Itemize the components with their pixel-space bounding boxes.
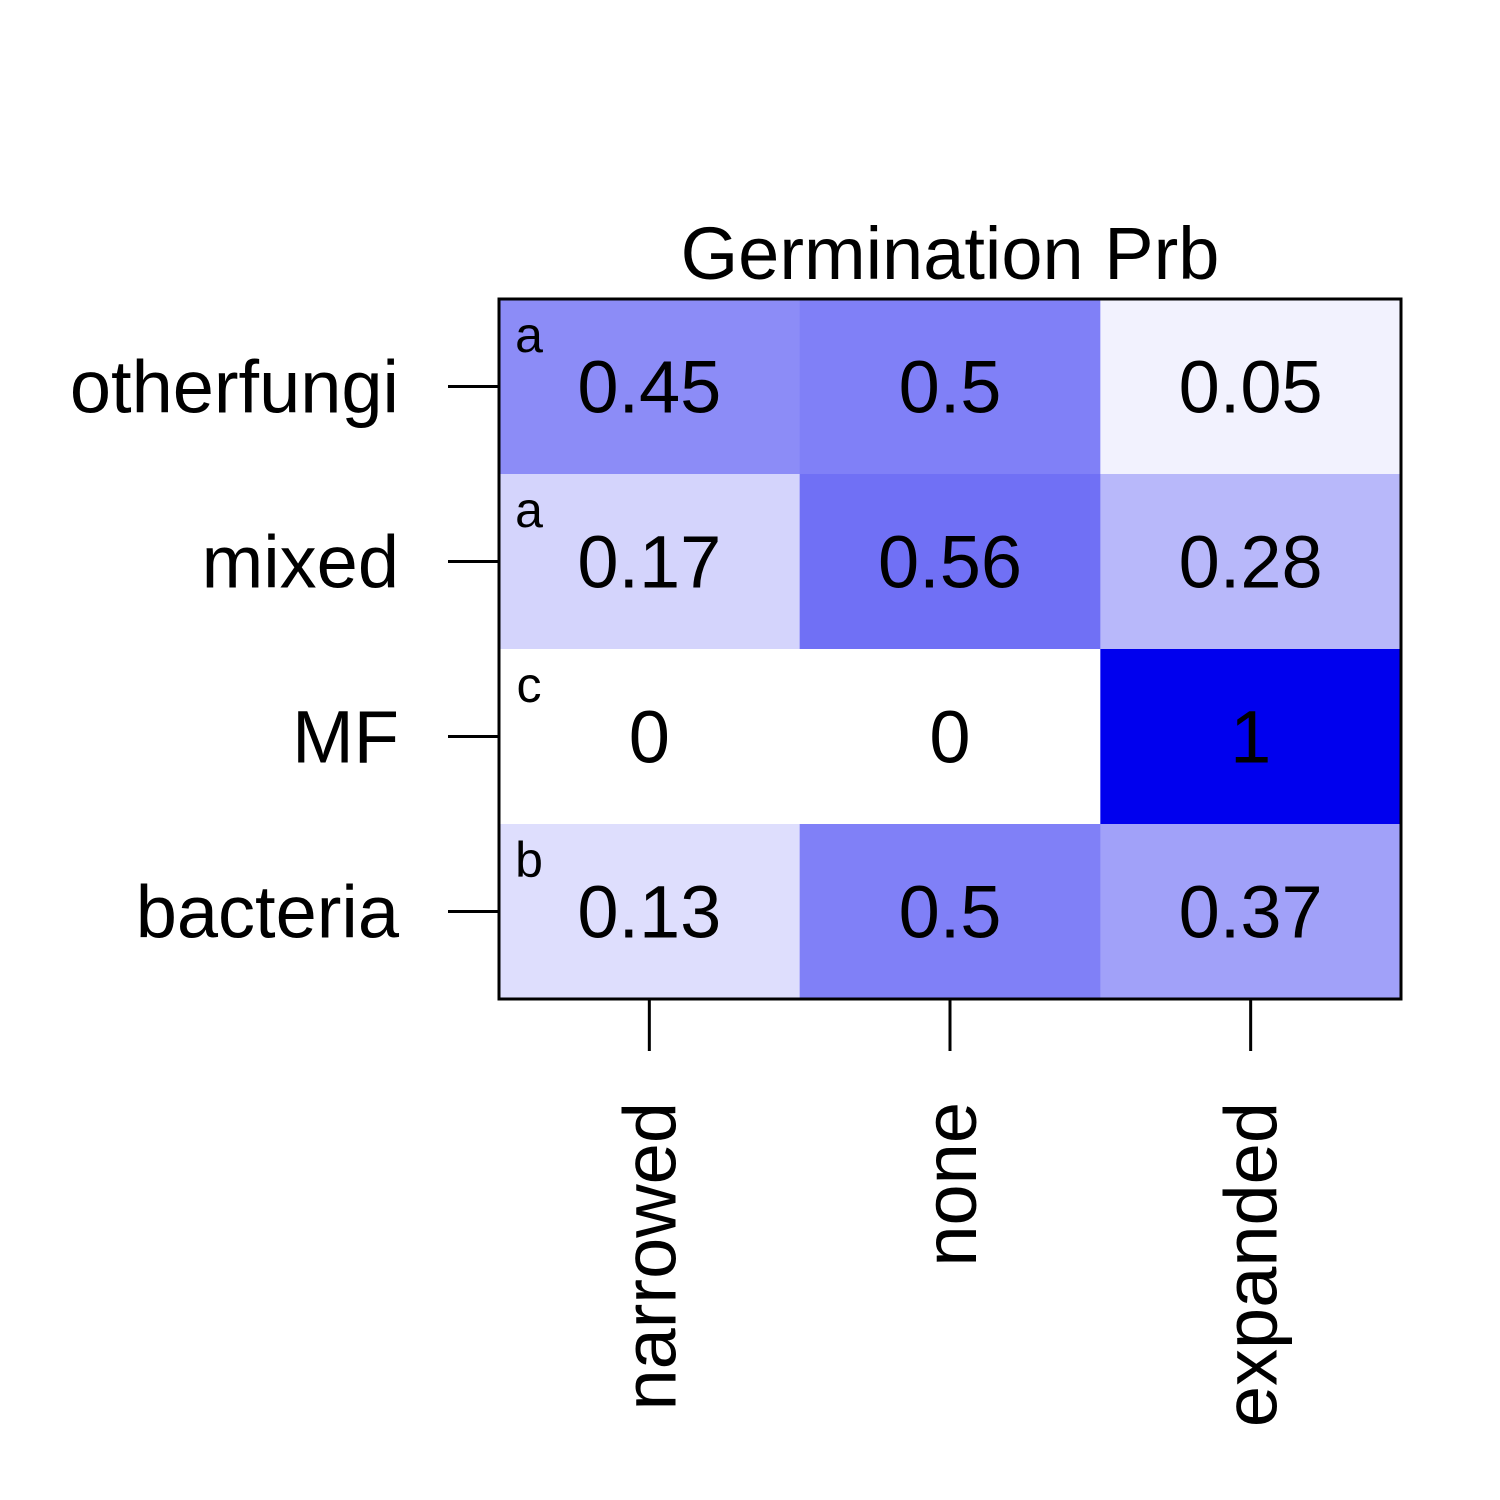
heatmap-cell — [499, 824, 801, 1000]
heatmap-cells — [499, 299, 1402, 1000]
heatmap-cell — [1100, 649, 1402, 825]
heatmap-cell — [1100, 299, 1402, 475]
heatmap-cell — [499, 299, 801, 475]
cell-value-label: 0.17 — [577, 521, 721, 604]
y-tick-label: MF — [292, 696, 399, 779]
y-tick-label: otherfungi — [70, 346, 399, 429]
x-axis: narrowed none expanded — [608, 997, 1293, 1427]
y-tick-label: bacteria — [136, 871, 400, 954]
row-significance-letter: a — [515, 482, 543, 538]
cell-value-label: 0.28 — [1179, 521, 1323, 604]
cell-value-label: 1 — [1230, 696, 1271, 779]
heatmap-cell — [499, 649, 801, 825]
cell-value-label: 0.56 — [878, 521, 1022, 604]
cell-value-label: 0 — [629, 696, 670, 779]
x-tick-label: none — [909, 1102, 992, 1267]
heatmap-cell — [799, 824, 1101, 1000]
cell-value-label: 0.45 — [577, 346, 721, 429]
cell-value-label: 0.37 — [1179, 871, 1323, 954]
significance-letters: a a c b — [515, 307, 543, 888]
cell-value-label: 0 — [929, 696, 970, 779]
heatmap-cell — [799, 299, 1101, 475]
chart-title: Germination Prb — [681, 212, 1220, 295]
cell-value-label: 0.05 — [1179, 346, 1323, 429]
y-tick-label: mixed — [202, 521, 399, 604]
heatmap-cell — [1100, 474, 1402, 650]
row-significance-letter: b — [515, 832, 543, 888]
cell-value-label: 0.5 — [899, 346, 1002, 429]
row-significance-letter: a — [515, 307, 543, 363]
row-significance-letter: c — [517, 657, 542, 713]
heatmap-cell-labels: 0.45 0.5 0.05 0.17 0.56 0.28 0 0 1 0.13 0.5 0.37 — [577, 346, 1322, 954]
x-tick-label: narrowed — [608, 1102, 691, 1411]
x-tick-label: expanded — [1210, 1102, 1293, 1427]
heatmap-cell — [1100, 824, 1402, 1000]
y-axis: otherfungi mixed MF bacteria — [70, 346, 501, 954]
heatmap-cell — [499, 474, 801, 650]
heatmap-cell — [799, 474, 1101, 650]
cell-value-label: 0.13 — [577, 871, 721, 954]
heatmap-cell — [799, 649, 1101, 825]
cell-value-label: 0.5 — [899, 871, 1002, 954]
